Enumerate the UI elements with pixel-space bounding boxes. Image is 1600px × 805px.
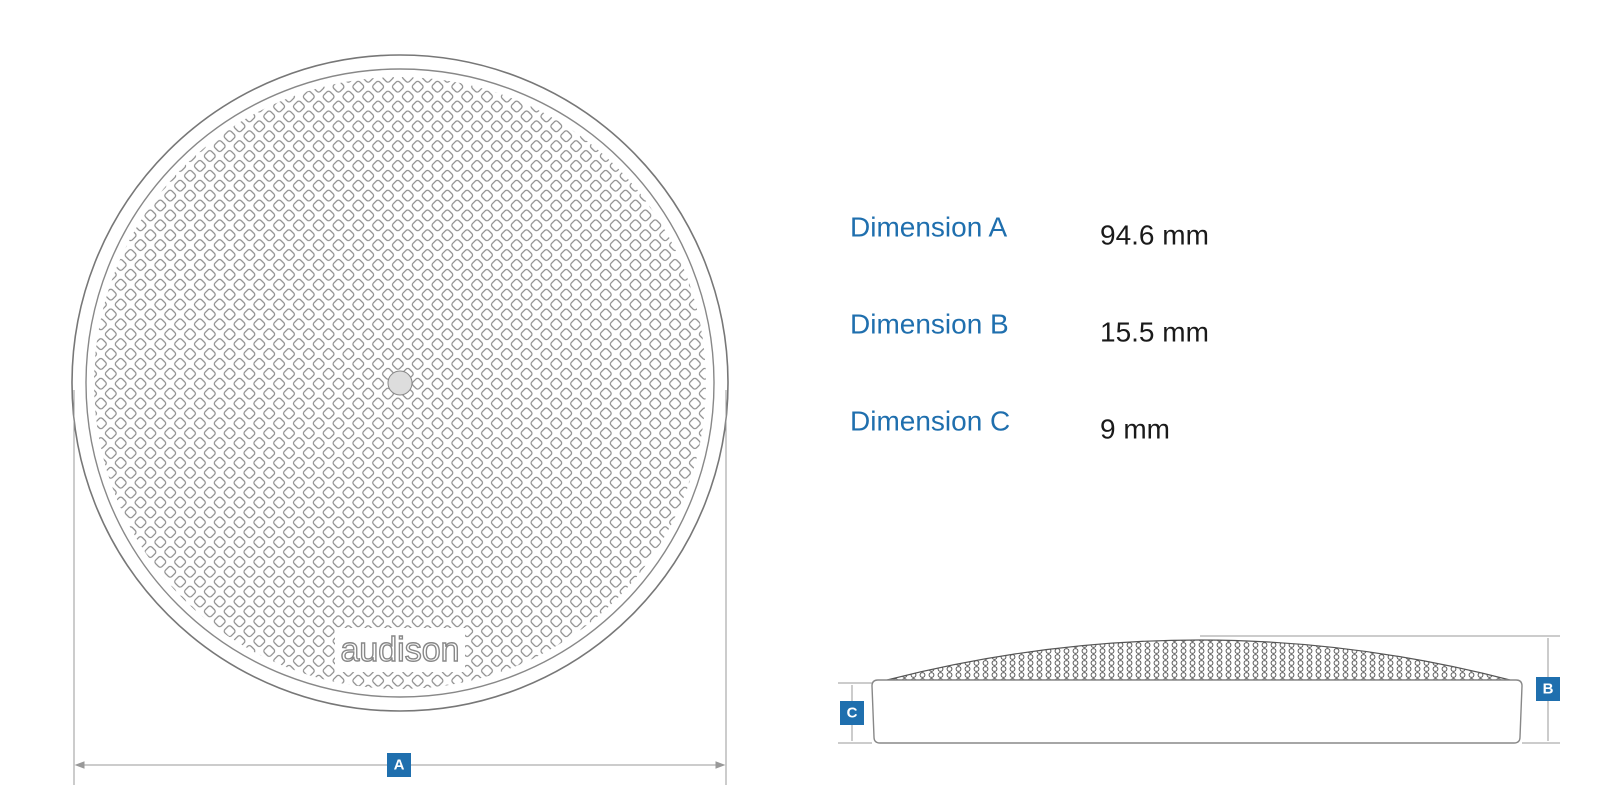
dimension-value: 94.6 mm	[1100, 219, 1209, 250]
logo-background	[335, 628, 465, 672]
dimension-label: Dimension B	[850, 308, 1009, 339]
dome	[886, 639, 1511, 681]
badge	[1536, 677, 1560, 701]
dimension-label: Dimension C	[850, 405, 1010, 436]
badge-label: B	[1543, 681, 1554, 698]
dimension-value: 9 mm	[1100, 413, 1170, 444]
dimension-a	[73, 390, 727, 785]
grille-center	[387, 370, 413, 396]
front-view: audison	[71, 54, 729, 712]
dimension-value: 15.5 mm	[1100, 316, 1209, 347]
badge-label: C	[847, 705, 858, 722]
badge-label: A	[394, 757, 405, 774]
inner-rim	[85, 68, 715, 698]
side-view	[871, 639, 1523, 744]
arrowheads	[74, 761, 726, 769]
badge	[387, 753, 411, 777]
logo: audison	[340, 631, 459, 669]
dimension-label: Dimension A	[850, 211, 1008, 242]
base	[871, 679, 1523, 744]
badge	[840, 701, 864, 725]
spec-list: Dimension A 94.6 mm Dimension B 15.5 mm …	[850, 211, 1209, 444]
